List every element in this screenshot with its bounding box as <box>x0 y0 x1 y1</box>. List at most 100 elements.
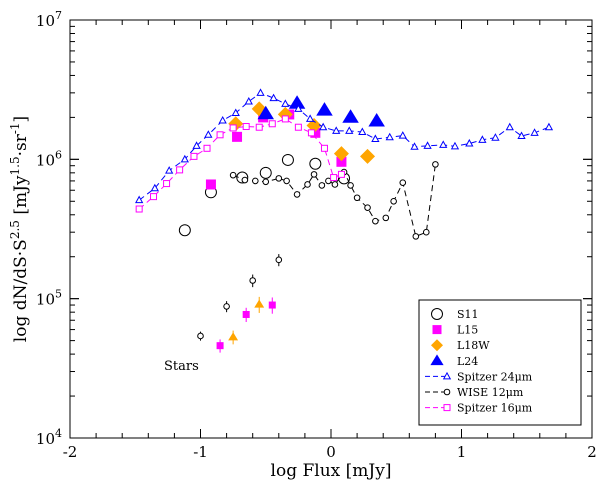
legend-marker <box>431 339 443 352</box>
data-point <box>269 93 278 102</box>
data-point <box>216 342 224 350</box>
legend-item-spitzer-16-m: Spitzer 16μm <box>425 402 533 415</box>
y-tick-label: 104 <box>36 427 62 448</box>
y-tick-base: 10 <box>36 12 55 30</box>
data-point <box>281 115 289 123</box>
data-point <box>491 133 500 141</box>
data-point <box>439 140 448 148</box>
legend-label: L18W <box>457 339 490 352</box>
data-point <box>192 141 201 149</box>
data-point <box>281 99 290 107</box>
data-point <box>371 134 380 142</box>
legend-marker <box>431 308 443 320</box>
data-point <box>309 157 322 170</box>
data-point <box>268 120 276 128</box>
data-point <box>331 181 339 188</box>
data-point <box>318 182 326 189</box>
x-axis-title: log Flux [mJy] <box>271 461 392 481</box>
legend-marker <box>443 388 451 396</box>
y-title-main: log dN/dS·S <box>11 239 31 342</box>
data-point <box>316 102 333 116</box>
data-point <box>262 178 270 186</box>
data-point <box>319 122 328 131</box>
data-point <box>135 195 144 204</box>
data-point <box>382 214 390 222</box>
y-title-sup-2: 1.5 <box>8 156 22 175</box>
y-tick-label: 106 <box>36 148 62 169</box>
y-tick-exponent: 5 <box>55 288 62 301</box>
data-point <box>241 176 249 184</box>
legend-item-s11: S11 <box>431 308 479 321</box>
series-spitzer-16-m <box>135 115 345 213</box>
legend-item-wise-12-m: WISE 12μm <box>425 386 524 399</box>
legend-marker <box>430 354 444 366</box>
data-point <box>150 183 159 192</box>
data-point <box>231 108 240 117</box>
y-title-sup-1: 2.5 <box>8 220 22 239</box>
data-point <box>478 135 487 143</box>
data-point <box>320 144 328 152</box>
data-point <box>310 127 321 138</box>
data-point <box>228 332 239 341</box>
data-point <box>277 106 293 122</box>
data-point <box>232 131 243 142</box>
y-tick-base: 10 <box>36 291 55 309</box>
data-point <box>360 148 376 164</box>
legend-label: L24 <box>457 355 478 368</box>
legend-marker <box>442 371 452 380</box>
legend: S11 L15 L18W L24 Spitzer 24μm WISE 12μm Spitze… <box>418 299 582 426</box>
x-tick-label: -2 <box>63 443 78 461</box>
data-point <box>180 154 189 163</box>
x-tick-label: -1 <box>193 443 208 461</box>
data-point <box>307 129 315 137</box>
data-point <box>390 197 397 205</box>
data-point <box>252 177 259 185</box>
data-point <box>330 174 338 182</box>
legend-label: Spitzer 16μm <box>457 402 533 415</box>
data-point <box>342 109 359 123</box>
y-title-close: ] <box>11 116 31 123</box>
legend-item-l24: L24 <box>430 354 478 368</box>
legend-label: Spitzer 24μm <box>457 370 533 383</box>
data-point <box>229 124 237 132</box>
data-point <box>150 193 158 201</box>
series-line-spitzer-24-m <box>138 92 550 201</box>
y-title-sr: ·sr <box>11 133 31 156</box>
series-stars-s11 <box>197 254 283 341</box>
data-point <box>268 301 276 309</box>
data-point <box>304 181 311 188</box>
x-tick-label: 1 <box>457 443 467 461</box>
legend-marker <box>443 404 451 412</box>
data-point <box>288 95 306 109</box>
series-line-spitzer-16-m <box>138 118 342 210</box>
data-point <box>530 128 539 136</box>
data-point <box>423 141 432 149</box>
series-stars-l15 <box>216 297 276 353</box>
data-point <box>281 153 294 166</box>
data-point <box>165 166 174 174</box>
data-point <box>305 114 315 122</box>
data-point <box>255 123 263 131</box>
x-tick-label: 0 <box>326 443 336 461</box>
data-point <box>204 130 213 138</box>
data-point <box>368 113 385 127</box>
data-point <box>275 256 283 264</box>
data-point <box>332 126 341 134</box>
data-point <box>337 170 345 178</box>
data-point <box>399 179 407 186</box>
data-point <box>294 104 303 112</box>
data-point <box>197 332 204 340</box>
data-point <box>544 122 554 131</box>
data-point <box>293 191 301 198</box>
data-point <box>364 204 371 211</box>
legend-marker <box>432 325 442 335</box>
data-point <box>345 126 354 134</box>
data-point <box>216 131 224 139</box>
y-title-sup-3: -1 <box>8 122 22 134</box>
series-line-wise-12-m <box>232 164 436 238</box>
y-tick-exponent: 7 <box>55 9 62 22</box>
data-point <box>203 144 211 152</box>
data-point <box>178 224 191 237</box>
data-point <box>223 303 230 310</box>
series-spitzer-24-m <box>135 88 554 204</box>
